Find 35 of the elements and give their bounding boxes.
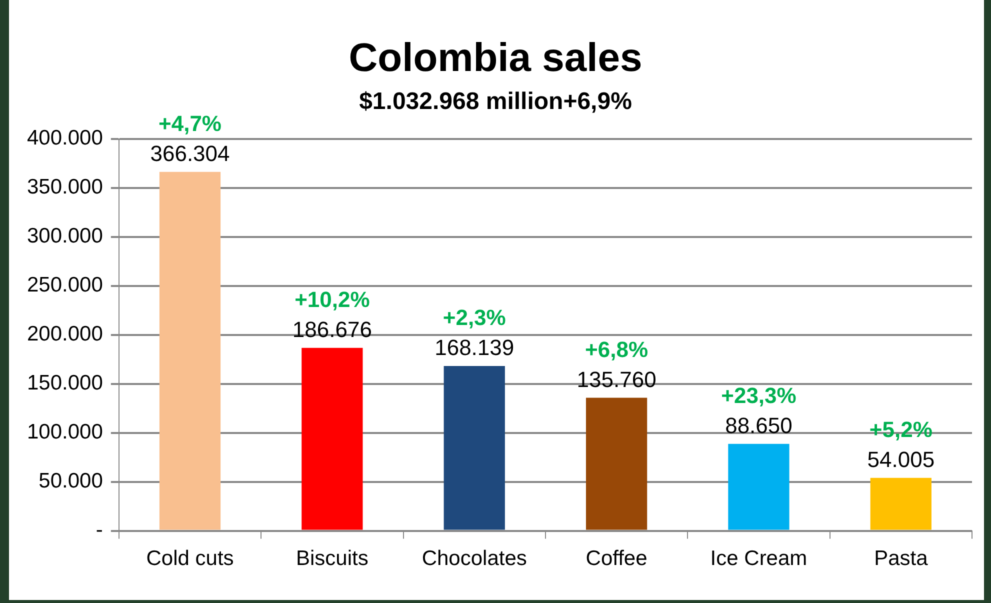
data-label: 168.139 [434, 335, 514, 360]
y-tick-label: 100.000 [26, 420, 103, 444]
x-tick-label: Pasta [874, 547, 928, 570]
bar [728, 444, 790, 530]
annotation: +4,7% [158, 110, 222, 136]
y-tick-label: - [96, 518, 103, 542]
y-tick-label: 250.000 [26, 274, 103, 297]
bar [159, 172, 221, 530]
annotation: +2,3% [442, 305, 506, 330]
data-label: 366.304 [150, 140, 230, 166]
annotation: +23,3% [721, 382, 796, 408]
annotation: +6,8% [585, 336, 648, 362]
bar [302, 348, 363, 530]
data-label: 54.005 [867, 446, 935, 472]
x-tick-label: Chocolates [422, 547, 527, 570]
annotation: +10,2% [294, 286, 370, 312]
x-tick-label: Cold cuts [146, 547, 234, 570]
y-tick-label: 150.000 [26, 372, 103, 395]
bar [586, 398, 648, 530]
bar [870, 478, 932, 530]
chart-subtitle: $1.032.968 million+6,9% [359, 88, 632, 116]
y-tick-label: 350.000 [26, 176, 103, 199]
bar [444, 366, 505, 530]
x-tick-label: Coffee [586, 547, 648, 570]
annotation: +5,2% [869, 416, 932, 442]
x-tick-label: Ice Cream [710, 547, 808, 570]
y-tick-label: 200.000 [26, 322, 103, 346]
y-tick-label: 50.000 [38, 470, 103, 493]
y-tick-label: 300.000 [26, 224, 103, 248]
data-label: 186.676 [292, 316, 372, 342]
data-label: 88.650 [725, 412, 792, 438]
chart-title: Colombia sales [348, 36, 642, 80]
x-tick-label: Biscuits [296, 547, 368, 570]
data-label: 135.760 [576, 366, 656, 392]
y-tick-label: 400.000 [26, 126, 103, 150]
